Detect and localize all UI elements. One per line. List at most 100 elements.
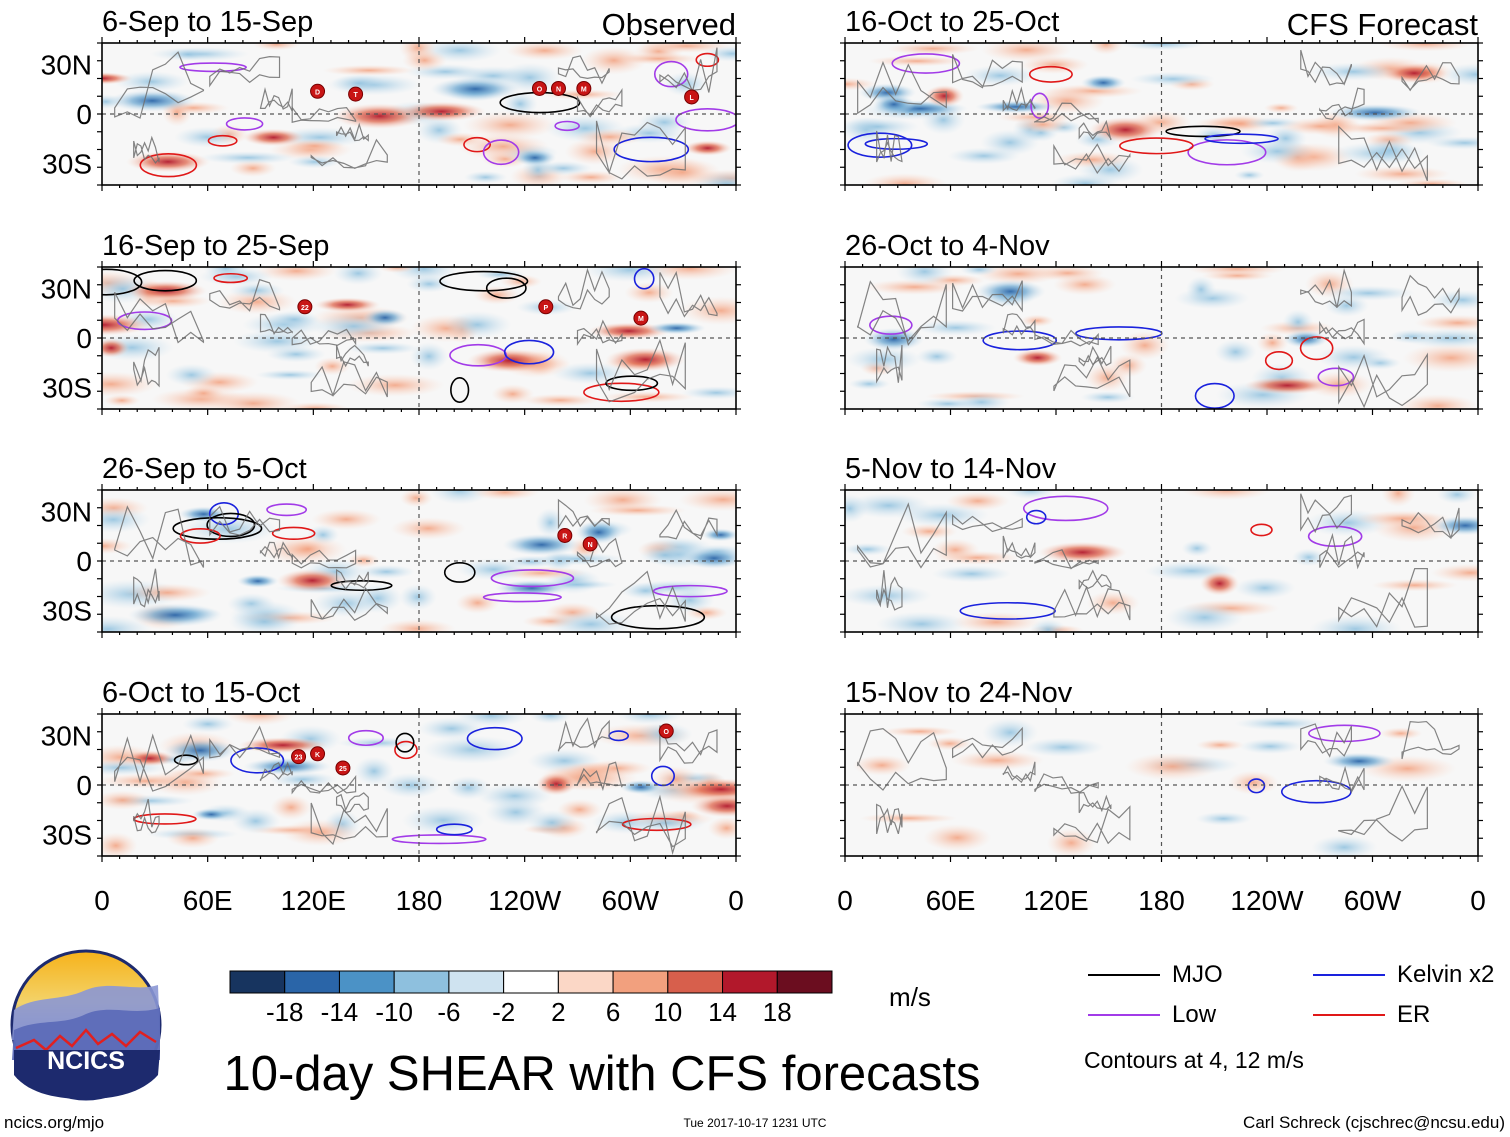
storm-marker: L xyxy=(684,89,700,105)
panel-forecast-2: 26-Oct to 4-Nov xyxy=(840,230,1483,415)
contour-line xyxy=(675,108,736,132)
storm-marker: 25 xyxy=(335,760,351,776)
colorbar-swatch xyxy=(284,970,340,994)
y-tick-label: 30S xyxy=(42,596,92,627)
contour-line xyxy=(463,136,491,153)
y-tick-label: 30N xyxy=(41,720,92,751)
coastline xyxy=(595,120,686,180)
storm-marker: D xyxy=(310,83,326,99)
contour-line xyxy=(1165,125,1241,138)
contour-line xyxy=(613,136,690,163)
contour-line xyxy=(179,62,247,73)
panel-title: 5-Nov to 14-Nov xyxy=(845,453,1057,485)
coastline xyxy=(1053,585,1131,621)
contour-line xyxy=(225,117,264,131)
y-tick-label: 30S xyxy=(42,820,92,851)
panel-title: 26-Sep to 5-Oct xyxy=(102,453,307,485)
x-tick-label: 60W xyxy=(1344,885,1402,916)
coastline xyxy=(1401,720,1460,760)
coastline xyxy=(291,774,357,795)
coastline xyxy=(209,56,281,88)
contour-line xyxy=(653,60,689,88)
contour-line xyxy=(1264,351,1294,371)
storm-marker: R xyxy=(557,527,573,543)
coastline xyxy=(952,54,1023,89)
panel-observed-3: R N 30N 0 30S 26-Sep to 5-Oct xyxy=(41,453,741,638)
contour-line xyxy=(207,134,238,147)
contour-line xyxy=(1250,523,1273,537)
contour-line xyxy=(503,339,555,365)
contour-line xyxy=(1299,336,1334,361)
coastline xyxy=(310,361,388,398)
y-tick-label: 0 xyxy=(76,770,92,801)
coastline xyxy=(576,88,623,118)
x-tick-label: 60E xyxy=(183,885,233,916)
coastline xyxy=(310,138,388,169)
contour-line xyxy=(330,579,393,592)
colorbar-label: -6 xyxy=(437,997,460,1027)
panel-title: 6-Oct to 15-Oct xyxy=(102,677,300,709)
contour-line xyxy=(1247,778,1266,794)
coastline xyxy=(133,346,160,388)
contour-line xyxy=(695,52,720,68)
colorbar-swatch xyxy=(338,970,395,994)
coastline xyxy=(557,267,610,310)
y-tick-label: 0 xyxy=(76,546,92,577)
shear-field xyxy=(845,490,1478,632)
coastline xyxy=(595,338,686,403)
coastline xyxy=(1300,723,1352,758)
panel-title: 26-Oct to 4-Nov xyxy=(845,230,1050,262)
coastline xyxy=(1002,761,1036,784)
footer-credit: Carl Schreck (cjschrec@ncsu.edu) xyxy=(1243,1113,1505,1132)
contour-line xyxy=(271,526,316,541)
contour-line xyxy=(605,375,659,392)
y-tick-label: 0 xyxy=(76,99,92,130)
storm-marker-label: 22 xyxy=(301,305,309,312)
coastline xyxy=(1053,355,1131,398)
coastline xyxy=(209,725,281,759)
contour-line xyxy=(583,382,660,403)
x-tick-label: 60E xyxy=(926,885,976,916)
colorbar-label: 10 xyxy=(653,997,682,1027)
coastline xyxy=(291,549,357,569)
legend-label: MJO xyxy=(1172,961,1223,988)
coastline xyxy=(1053,143,1131,175)
coastline xyxy=(1319,318,1365,346)
coastline xyxy=(1034,549,1099,570)
coastline xyxy=(259,761,293,782)
coastline xyxy=(1319,532,1365,570)
coastline xyxy=(876,345,903,384)
contour-line xyxy=(347,729,384,747)
coastline xyxy=(310,802,388,846)
coastline xyxy=(310,586,388,621)
column-label: Observed xyxy=(602,7,736,42)
contour-line xyxy=(490,569,575,588)
column-label: CFS Forecast xyxy=(1287,7,1479,42)
contour-line xyxy=(864,137,929,150)
contour-line xyxy=(891,53,961,74)
panel-forecast-4: 15-Nov to 24-Nov xyxy=(840,677,1483,862)
colorbar-label: -18 xyxy=(266,997,304,1027)
x-tick-label: 180 xyxy=(1138,885,1185,916)
footer-timestamp: Tue 2017-10-17 1231 UTC xyxy=(684,1116,827,1130)
x-tick-label: 0 xyxy=(1470,885,1486,916)
contour-line xyxy=(213,272,249,284)
storm-marker-label: T xyxy=(353,92,358,99)
storm-marker: O xyxy=(531,80,547,96)
coastline xyxy=(1401,507,1460,540)
panel-forecast-1: 16-Oct to 25-Oct CFS Forecast xyxy=(840,6,1483,191)
coastline xyxy=(595,794,686,856)
coastline xyxy=(291,328,357,346)
y-tick-label: 0 xyxy=(76,323,92,354)
coastline xyxy=(857,728,947,791)
panel-forecast-3: 5-Nov to 14-Nov xyxy=(840,453,1483,638)
legend-label: Low xyxy=(1172,1001,1217,1028)
coastline xyxy=(557,717,610,752)
colorbar: -18 -14 -10 -6 -2 2 6 10 14 18 m/s xyxy=(229,970,931,1027)
colorbar-label: 6 xyxy=(606,997,620,1027)
figure-title: 10-day SHEAR with CFS forecasts xyxy=(223,1047,980,1101)
shear-field xyxy=(102,43,736,185)
colorbar-swatch xyxy=(557,970,614,994)
legend-label: Kelvin x2 xyxy=(1397,961,1494,988)
coastline xyxy=(114,291,205,344)
